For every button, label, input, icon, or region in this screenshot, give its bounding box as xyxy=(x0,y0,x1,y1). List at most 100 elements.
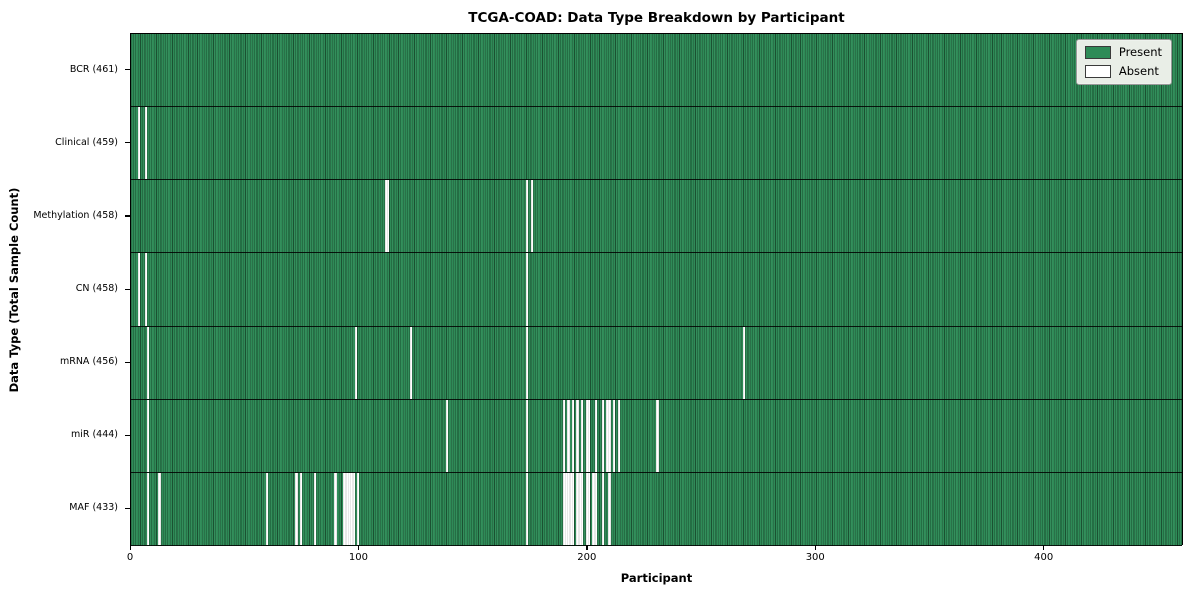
absent-bar xyxy=(587,472,591,545)
x-tick-mark xyxy=(357,545,360,550)
absent-bar xyxy=(567,399,570,472)
absent-bar xyxy=(526,472,529,545)
absent-bar xyxy=(567,472,570,545)
absent-bar xyxy=(354,326,358,399)
x-axis-label: Participant xyxy=(620,571,693,585)
absent-bar xyxy=(146,326,150,399)
absent-bar xyxy=(526,326,529,399)
legend-item-absent: Absent xyxy=(1084,64,1162,78)
absent-bar xyxy=(158,472,161,545)
absent-bar xyxy=(526,253,529,326)
y-tick-label-BCR: BCR (461) xyxy=(69,63,118,75)
y-tick-label-miR: miR (444) xyxy=(70,429,118,441)
absent-bar xyxy=(743,326,746,399)
absent-bar xyxy=(345,472,348,545)
y-tick-mark xyxy=(125,507,130,510)
absent-bar xyxy=(656,399,659,472)
x-tick-mark xyxy=(814,545,816,550)
absent-bar xyxy=(571,472,575,545)
absent-bar xyxy=(617,399,620,472)
legend: Present Absent xyxy=(1075,39,1172,85)
absent-bar xyxy=(144,253,147,326)
absent-bar xyxy=(578,472,581,545)
heatmap-row-miR xyxy=(131,399,1182,473)
x-tick-label-300: 300 xyxy=(805,552,825,563)
heatmap-row-Methylation xyxy=(131,180,1182,254)
absent-bar xyxy=(352,472,355,545)
absent-bar xyxy=(580,399,584,472)
absent-bar xyxy=(530,180,533,253)
absent-bar xyxy=(137,107,141,180)
x-tick-mark xyxy=(1043,545,1045,550)
absent-bar xyxy=(300,472,303,545)
absent-bar xyxy=(144,107,147,180)
x-tick-label-100: 100 xyxy=(348,552,368,563)
x-tick-label-0: 0 xyxy=(126,552,134,563)
absent-bar xyxy=(564,472,568,545)
absent-bar xyxy=(386,180,390,253)
absent-bar xyxy=(562,399,565,472)
absent-bar xyxy=(594,472,597,545)
heatmap-row-Clinical xyxy=(131,107,1182,181)
heatmap-row-BCR xyxy=(131,34,1182,108)
y-tick-label-Methylation: Methylation (458) xyxy=(33,209,118,221)
y-tick-label-CN: CN (458) xyxy=(75,283,118,294)
absent-bar xyxy=(357,472,360,545)
plot-area: Present Absent xyxy=(130,33,1183,546)
absent-bar xyxy=(612,399,616,472)
absent-bar xyxy=(384,180,387,253)
heatmap-row-CN xyxy=(131,253,1182,327)
absent-bar xyxy=(350,472,353,545)
y-tick-label-MAF: MAF (433) xyxy=(69,502,118,514)
chart-title: TCGA-COAD: Data Type Breakdown by Partic… xyxy=(468,10,845,26)
absent-bar xyxy=(343,472,346,545)
absent-bar xyxy=(585,399,588,472)
x-tick-label-200: 200 xyxy=(577,552,597,563)
absent-bar xyxy=(569,472,572,545)
x-tick-mark xyxy=(586,545,588,550)
absent-bar xyxy=(576,472,579,545)
absent-bar xyxy=(526,180,529,253)
absent-bar xyxy=(601,399,604,472)
absent-bar xyxy=(576,399,579,472)
absent-bar xyxy=(137,253,141,326)
absent-bar xyxy=(585,472,588,545)
y-tick-label-mRNA: mRNA (456) xyxy=(59,356,118,368)
absent-bar xyxy=(295,472,298,545)
absent-bar xyxy=(571,399,575,472)
absent-bar xyxy=(265,472,269,545)
absent-bar xyxy=(587,399,591,472)
absent-bar xyxy=(313,472,316,545)
absent-bar xyxy=(580,472,584,545)
legend-item-present: Present xyxy=(1084,46,1162,59)
absent-bar xyxy=(146,472,150,545)
absent-bar xyxy=(608,472,611,545)
absent-bar xyxy=(592,472,595,545)
y-tick-mark xyxy=(125,361,130,363)
absent-bar xyxy=(606,399,609,472)
y-tick-label-Clinical: Clinical (459) xyxy=(55,136,118,148)
legend-swatch-present-icon xyxy=(1084,46,1111,59)
x-tick-mark xyxy=(129,545,131,550)
y-tick-mark xyxy=(125,69,130,71)
y-tick-mark xyxy=(125,434,130,436)
absent-bar xyxy=(347,472,351,545)
absent-bar xyxy=(409,326,412,399)
absent-bar xyxy=(446,399,449,472)
absent-bar xyxy=(526,399,529,472)
absent-bar xyxy=(146,399,150,472)
heatmap-row-MAF xyxy=(131,472,1182,546)
absent-bar xyxy=(601,472,604,545)
x-tick-label-400: 400 xyxy=(1034,552,1054,563)
legend-label-absent: Absent xyxy=(1118,64,1159,78)
y-tick-mark xyxy=(125,288,130,290)
y-tick-mark xyxy=(125,215,130,217)
absent-bar xyxy=(608,399,611,472)
absent-bar xyxy=(594,399,597,472)
y-tick-mark xyxy=(125,142,130,144)
absent-bar xyxy=(334,472,337,545)
legend-swatch-absent-icon xyxy=(1084,65,1111,78)
absent-bar xyxy=(562,472,565,545)
heatmap-row-mRNA xyxy=(131,326,1182,400)
